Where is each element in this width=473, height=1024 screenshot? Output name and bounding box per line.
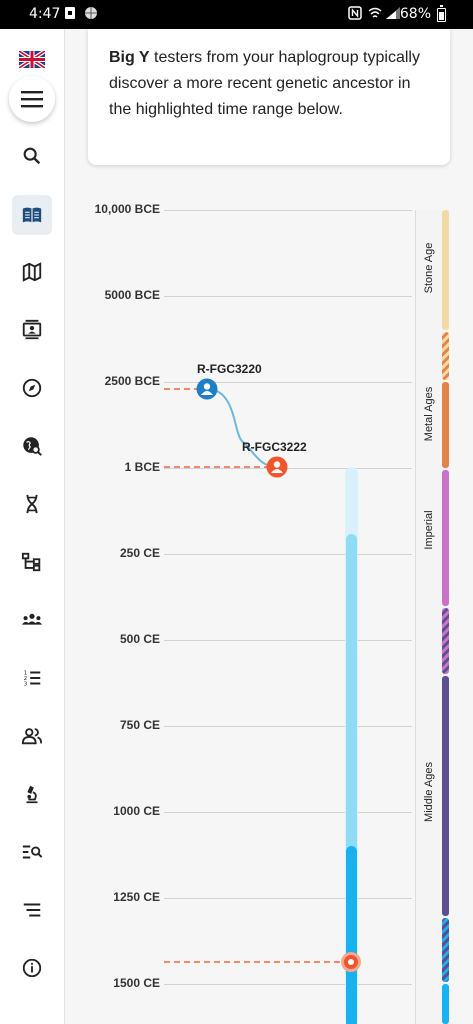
sort-icon[interactable] xyxy=(12,890,52,930)
map-icon[interactable] xyxy=(12,252,52,292)
contact-card-icon[interactable] xyxy=(12,310,52,350)
era-bar-imperial xyxy=(442,470,449,606)
era-bar-transition xyxy=(442,608,449,674)
info-card: Big Y testers from your haplogroup typic… xyxy=(88,29,450,165)
tick-label: 1500 CE xyxy=(113,976,160,990)
search-icon[interactable] xyxy=(12,136,52,176)
notification-icon xyxy=(64,6,76,24)
node-label-r-fgc3222: R-FGC3222 xyxy=(242,440,307,454)
gridline xyxy=(164,382,412,383)
tick-label: 500 CE xyxy=(119,632,160,646)
gridline xyxy=(164,210,412,211)
uk-flag-icon[interactable] xyxy=(17,49,47,70)
info-card-bold: Big Y xyxy=(109,49,150,66)
era-bar-modern xyxy=(442,984,449,1024)
info-icon[interactable] xyxy=(12,948,52,988)
gridline xyxy=(164,812,412,813)
gridline xyxy=(164,640,412,641)
battery-percent: 68% xyxy=(399,6,431,22)
lineage-connector xyxy=(206,388,278,468)
tick-label: 1 BCE xyxy=(124,460,160,474)
node-r-fgc3222[interactable] xyxy=(266,456,288,478)
svg-text:2: 2 xyxy=(24,676,28,682)
svg-text:1: 1 xyxy=(24,670,28,676)
gridline xyxy=(164,984,412,985)
people-icon[interactable] xyxy=(12,716,52,756)
tick-label: 1000 CE xyxy=(113,804,160,818)
timeline-overlay xyxy=(164,378,361,972)
globe-search-icon[interactable] xyxy=(12,426,52,466)
status-bar: 4:47 68% xyxy=(0,0,473,29)
era-bar-metal-ages xyxy=(442,382,449,468)
gridline xyxy=(164,296,412,297)
nfc-icon xyxy=(348,6,362,24)
tick-label: 250 CE xyxy=(119,546,160,560)
battery-icon xyxy=(437,5,446,22)
node-r-fgc3220[interactable] xyxy=(196,378,218,400)
era-bar-stone-age xyxy=(442,210,449,330)
tick-label: 750 CE xyxy=(119,718,160,732)
tree-icon[interactable] xyxy=(12,542,52,582)
basketball-icon xyxy=(84,6,98,24)
list-search-icon[interactable] xyxy=(12,832,52,872)
gridline xyxy=(164,468,412,469)
era-bar-middle-ages xyxy=(442,676,449,916)
status-time: 4:47 xyxy=(29,6,61,22)
compass-icon[interactable] xyxy=(12,368,52,408)
gridline xyxy=(164,726,412,727)
tick-label: 2500 BCE xyxy=(104,374,160,388)
signal-icon xyxy=(385,6,401,24)
svg-text:3: 3 xyxy=(24,681,28,687)
timeline-chart: 10,000 BCE 5000 BCE 2500 BCE 1 BCE 250 C… xyxy=(65,180,473,1024)
range-marker[interactable] xyxy=(341,952,361,972)
gridline xyxy=(164,898,412,899)
range-bar-light xyxy=(346,534,357,1024)
dna-icon[interactable] xyxy=(12,484,52,524)
book-icon[interactable] xyxy=(12,195,52,235)
node-label-r-fgc3220: R-FGC3220 xyxy=(197,362,262,376)
menu-button[interactable] xyxy=(9,76,55,122)
range-bar-dark xyxy=(346,846,357,1024)
info-card-text: testers from your haplogroup typically d… xyxy=(109,49,420,118)
gridline xyxy=(164,554,412,555)
tick-label: 10,000 BCE xyxy=(94,202,160,216)
era-bar-transition xyxy=(442,918,449,982)
tick-label: 5000 BCE xyxy=(104,288,160,302)
wifi-icon xyxy=(368,6,382,24)
group-icon[interactable] xyxy=(12,600,52,640)
tick-label: 1250 CE xyxy=(113,890,160,904)
era-bar-transition xyxy=(442,332,449,380)
microscope-icon[interactable] xyxy=(12,774,52,814)
hamburger-icon xyxy=(21,91,43,108)
